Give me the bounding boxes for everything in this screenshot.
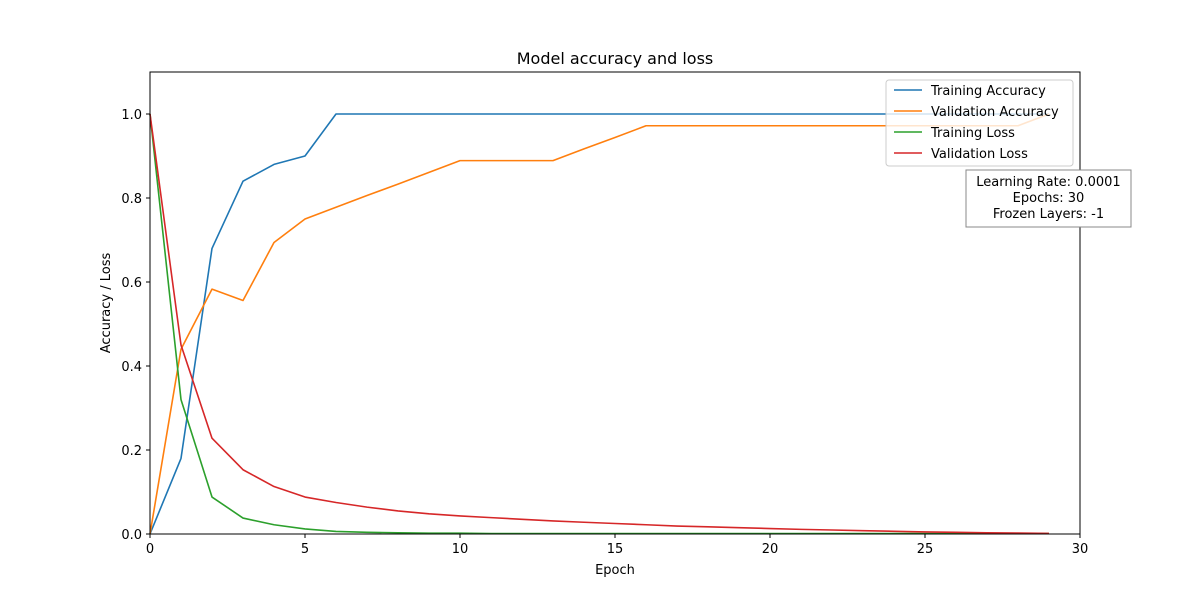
x-tick-label: 25 <box>917 542 934 557</box>
annotation-box <box>965 169 1132 228</box>
legend: Training Accuracy Validation Accuracy Trai… <box>885 79 1074 167</box>
legend-box <box>885 79 1074 167</box>
x-tick-label: 10 <box>452 542 469 557</box>
annotation-line: Epochs: 30 <box>1013 191 1085 206</box>
y-axis-label: Accuracy / Loss <box>99 253 114 354</box>
x-tick-label: 0 <box>146 542 154 557</box>
axes-layer: 0 5 10 15 20 25 30 0.0 0.2 0.4 0.6 0.8 1.0 <box>121 71 1089 557</box>
y-tick-label: 0.2 <box>121 444 142 459</box>
annotation-line: Learning Rate: 0.0001 <box>976 175 1120 190</box>
x-tick-label: 15 <box>607 542 624 557</box>
x-tick-label: 20 <box>762 542 779 557</box>
legend-entry-label: Training Loss <box>930 126 1015 141</box>
legend-entry-label: Validation Loss <box>931 147 1028 162</box>
y-tick-label: 1.0 <box>121 108 142 123</box>
chart-title: Model accuracy and loss <box>517 49 714 68</box>
y-tick-label: 0.6 <box>121 276 142 291</box>
series-line-validation-loss <box>149 113 1050 535</box>
y-tick-label: 0.8 <box>121 192 142 207</box>
y-tick-label: 0.4 <box>121 360 142 375</box>
y-tick-label: 0.0 <box>121 528 142 543</box>
x-axis-label: Epoch <box>595 563 635 578</box>
legend-entry-label: Training Accuracy <box>930 84 1046 99</box>
x-tick-label: 5 <box>301 542 309 557</box>
annotation-line: Frozen Layers: -1 <box>993 207 1104 222</box>
x-tick-label: 30 <box>1072 542 1089 557</box>
legend-entry-label: Validation Accuracy <box>931 105 1059 120</box>
